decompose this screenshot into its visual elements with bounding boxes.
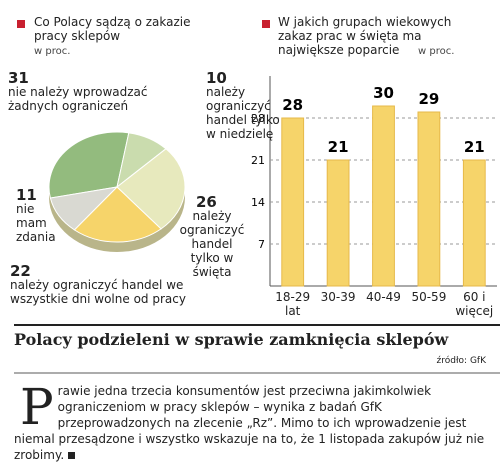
pie-label: nie należy wprowadzać żadnych ograniczeń [8, 85, 148, 113]
headline: Polacy podzieleni w sprawie zamknięcia s… [14, 330, 449, 349]
bar [281, 117, 305, 287]
bar-value: 29 [418, 90, 439, 108]
y-tick-label: 7 [258, 238, 265, 251]
end-mark [68, 452, 76, 459]
bar [372, 105, 395, 287]
x-tick-label: 40-49 [366, 290, 401, 304]
bar-value: 28 [282, 96, 303, 114]
body-text: Prawie jedna trzecia konsumentów jest pr… [14, 378, 488, 463]
pie-title: Co Polacy sądzą o zakazie pracy sklepów [34, 15, 191, 43]
pie-value: 22 [10, 262, 31, 280]
bar [326, 159, 350, 287]
pie-value: 31 [8, 69, 29, 87]
pie-slice [116, 148, 186, 230]
bar-value: 21 [328, 138, 349, 156]
bar [417, 111, 441, 287]
pie-value: 10 [206, 69, 227, 87]
pie-slice [48, 131, 130, 199]
x-tick-label: 30-39 [320, 290, 356, 304]
bar [462, 159, 486, 287]
pie-slice [49, 186, 119, 231]
pie-slice [73, 186, 162, 243]
body: Prawie jedna trzecia konsumentów jest pr… [14, 378, 485, 462]
pie-value: 11 [16, 186, 37, 204]
y-tick-label: 21 [251, 154, 265, 167]
pie-value: 26 [196, 193, 217, 211]
x-tick-label: 18-29 lat [275, 290, 311, 318]
y-tick-label: 14 [251, 196, 265, 209]
bar-value: 30 [373, 84, 394, 102]
y-tick-label: 28 [251, 112, 265, 125]
source: źródło: GfK [436, 356, 486, 366]
bar-subtitle: w proc. [418, 46, 455, 57]
x-tick-label: 50-59 [411, 290, 447, 304]
pie-label: należy ograniczyć handel we wszystkie dn… [10, 278, 186, 306]
pie-label: należy ograniczyć handel tylko w niedzie… [206, 85, 280, 141]
pie-label: nie mam zdania [16, 202, 56, 244]
bar-title: W jakich grupach wiekowych zakaz prac w … [278, 15, 452, 57]
pie-label: należy ograniczyć handel tylko w święta [179, 209, 245, 279]
x-tick-label: 60 i więcej [455, 290, 494, 318]
bar-value: 21 [464, 138, 485, 156]
pie-subtitle: w proc. [34, 46, 71, 57]
title-marker [17, 20, 25, 28]
title-marker [262, 20, 270, 28]
